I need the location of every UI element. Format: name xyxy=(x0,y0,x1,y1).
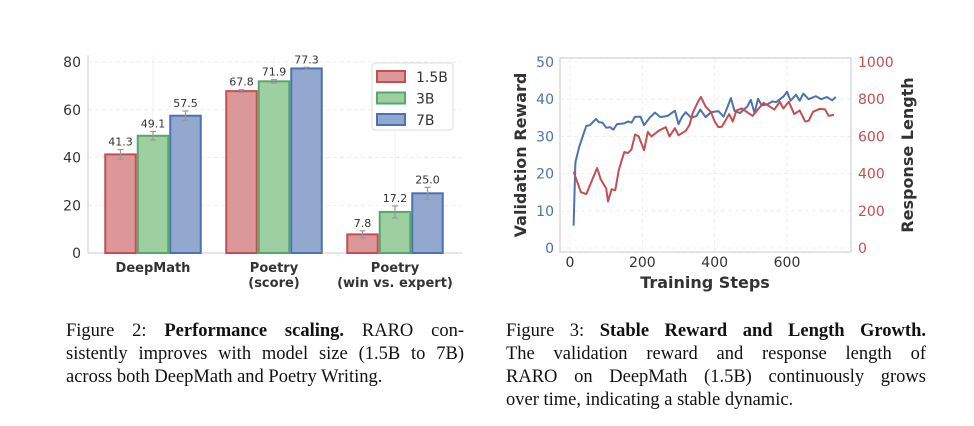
bar-7B-1 xyxy=(290,67,323,255)
data-label: 71.9 xyxy=(262,66,287,79)
caption-text: RARO on DeepMath (1.5B) continuously gro… xyxy=(506,367,926,387)
x-tick-label: Poetry xyxy=(250,261,299,276)
legend-swatch-3B xyxy=(376,91,406,105)
legend-swatch-7B xyxy=(376,113,406,126)
figure-3-caption: Figure 3: Stable Reward and Length Growt… xyxy=(506,320,926,412)
bar-3B-1 xyxy=(257,80,291,255)
caption-text: The validation reward and response lengt… xyxy=(506,344,926,364)
y-tick-label: 60 xyxy=(63,103,81,119)
y-tick-label: 20 xyxy=(63,198,81,214)
y-tick-label: 80 xyxy=(63,55,81,71)
caption-title: Stable Reward and Length Growth. xyxy=(599,321,926,341)
y-tick-label: 40 xyxy=(63,151,81,167)
legend-label: 1.5B xyxy=(416,70,448,86)
x-tick-label: (score) xyxy=(248,276,300,291)
caption-text: RARO con- xyxy=(361,321,464,341)
bar-3B-0 xyxy=(136,134,170,254)
data-label: 17.2 xyxy=(383,192,408,205)
data-label: 25.0 xyxy=(415,173,440,186)
data-label: 77.3 xyxy=(294,53,319,66)
bar-7B-0 xyxy=(169,114,202,254)
caption-text: sistently improves with model size (1.5B… xyxy=(66,344,464,364)
x-tick-label: DeepMath xyxy=(116,261,191,276)
data-label: 7.8 xyxy=(354,217,372,230)
bar-1.5B-1 xyxy=(225,90,258,254)
x-tick-label: (win vs. expert) xyxy=(337,276,453,291)
caption-title: Performance scaling. xyxy=(164,321,345,341)
bar-1.5B-0 xyxy=(104,153,137,255)
data-label: 67.8 xyxy=(229,76,254,89)
bar-7B-2 xyxy=(411,192,444,254)
data-label: 41.3 xyxy=(108,136,133,149)
data-label: 49.1 xyxy=(141,117,166,130)
legend-label: 3B xyxy=(416,92,435,108)
data-label: 57.5 xyxy=(173,97,198,110)
caption-label: Figure 3: xyxy=(506,321,585,341)
caption-text: over time, indicating a stable dynamic. xyxy=(506,390,794,410)
legend-swatch-1.5B xyxy=(376,70,406,83)
figure-2-caption: Figure 2: Performance scaling. RARO con-… xyxy=(66,320,464,389)
x-tick-label: Poetry xyxy=(371,261,420,276)
caption-label: Figure 2: xyxy=(66,321,147,341)
legend-label: 7B xyxy=(416,113,435,129)
y-tick-label: 0 xyxy=(72,246,81,262)
caption-text: across both DeepMath and Poetry Writing. xyxy=(66,367,383,387)
